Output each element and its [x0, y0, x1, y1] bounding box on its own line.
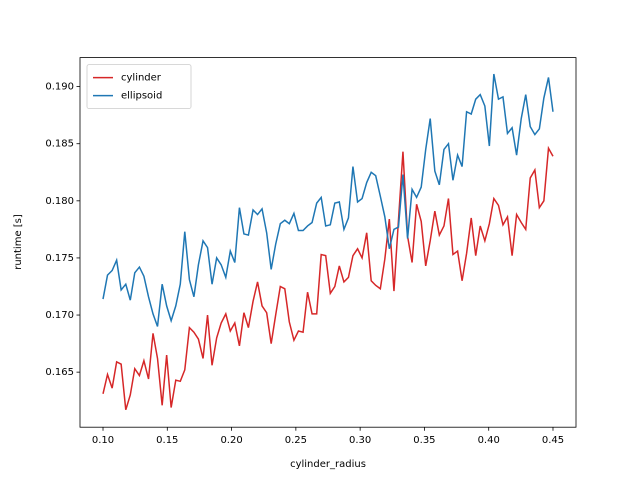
y-tick-label: 0.175	[45, 253, 74, 264]
y-axis-label: runtime [s]	[13, 214, 24, 270]
legend-label: ellipsoid	[121, 91, 162, 102]
x-tick-label: 0.25	[285, 435, 307, 446]
x-tick-label: 0.40	[478, 435, 500, 446]
x-tick-label: 0.35	[413, 435, 435, 446]
legend-label: cylinder	[121, 73, 162, 84]
x-tick-label: 0.30	[349, 435, 371, 446]
y-tick-label: 0.180	[45, 196, 74, 207]
x-tick-label: 0.15	[156, 435, 178, 446]
x-tick-label: 0.10	[92, 435, 114, 446]
x-tick-label: 0.20	[220, 435, 242, 446]
y-tick-label: 0.190	[45, 82, 74, 93]
y-tick-label: 0.170	[45, 310, 74, 321]
line	[102, 73, 554, 327]
y-tick-label: 0.165	[45, 367, 74, 378]
legend-box	[86, 64, 192, 109]
x-tick-label: 0.45	[542, 435, 564, 446]
x-axis-label: cylinder_radius	[290, 459, 366, 470]
line	[102, 145, 554, 411]
y-tick-label: 0.185	[45, 139, 74, 150]
axes-frame	[79, 57, 577, 428]
